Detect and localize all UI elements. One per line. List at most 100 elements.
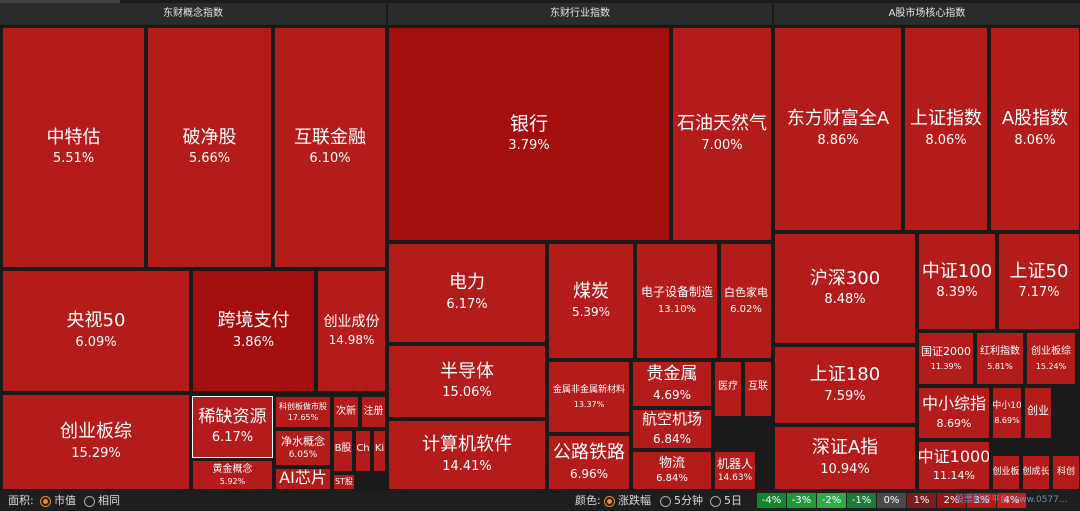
treemap-tile[interactable]: 银行 3.79% [388,27,670,241]
tile-change-pct: 15.06% [442,385,492,401]
legend-swatch: -3% [787,493,816,508]
treemap-tile[interactable]: 创业板综 15.29% [2,394,190,490]
treemap-tile[interactable]: 上证指数 8.06% [904,27,988,231]
treemap-tile[interactable]: 互联 [744,361,772,417]
tile-name: 央视50 [66,310,126,332]
treemap-tile[interactable]: 科创板做市股 17.65% [275,396,331,428]
tile-name: 创业板综 [60,421,132,443]
tile-name: 上证指数 [910,108,982,130]
treemap-tile[interactable]: 煤炭 5.39% [548,243,634,359]
tile-name: 中小综指 [921,394,986,414]
treemap-tile[interactable]: 物流 6.84% [632,451,712,490]
tile-name: 金属非金属新材料 [552,385,625,396]
treemap-tile[interactable]: 机器人 14.63% [714,451,756,490]
treemap-tile[interactable]: 创成长 [1022,455,1050,490]
tile-name: 中小10 [992,401,1022,412]
treemap-tile[interactable]: 创业 [1024,387,1052,439]
tile-change-pct: 15.29% [71,445,121,461]
treemap-tile[interactable]: 破净股 5.66% [147,27,272,268]
treemap-tile[interactable]: 互联金融 6.10% [274,27,386,268]
treemap-tile[interactable]: B股 [333,430,353,472]
tile-name: 电力 [449,272,485,294]
panel-header-industry: 东财行业指数 [388,3,772,26]
treemap-tile[interactable]: 贵金属 4.69% [632,361,712,407]
treemap-tile[interactable]: 医疗 [714,361,742,417]
treemap-tile[interactable]: 国证2000 11.39% [918,332,974,385]
treemap-tile[interactable]: 电力 6.17% [388,243,546,343]
area-option-market-cap[interactable]: 市值 [40,494,76,507]
treemap-tile[interactable]: 央视50 6.09% [2,270,190,392]
treemap-tile[interactable]: A股指数 8.06% [990,27,1080,231]
treemap-tile[interactable]: 中小综指 8.69% [918,387,990,439]
bottom-toolbar: 面积: 市值 相同 颜色: 涨跌幅 5分钟 5日 -4% -3% -2% -1% 0% 1… [0,490,1080,511]
radio-icon [40,495,51,507]
treemap-tile[interactable]: 东方财富全A 8.86% [774,27,902,231]
treemap-tile[interactable]: 创业板综 15.24% [1026,332,1076,385]
treemap-tile[interactable]: 白色家电 6.02% [720,243,772,359]
tile-name: 互联金融 [294,126,366,148]
treemap-tile[interactable]: 电子设备制造 13.10% [636,243,718,359]
treemap-tile[interactable]: 上证50 7.17% [998,233,1080,330]
tile-name: 跨境支付 [217,310,290,332]
tile-name: 创业成份 [323,314,380,331]
treemap-tile[interactable]: 跨境支付 3.86% [192,270,315,392]
color-option-change[interactable]: 涨跌幅 [604,494,651,507]
tile-change-pct: 5.81% [987,361,1013,371]
tile-change-pct: 6.17% [446,296,488,312]
tile-name: 物流 [658,455,685,471]
treemap-tile[interactable]: 公路铁路 6.96% [548,435,630,490]
treemap-tile[interactable]: Ch [355,430,371,472]
tile-change-pct: 8.69% [936,416,972,430]
treemap-tile[interactable]: 中证1000 11.14% [918,441,990,490]
treemap-tile[interactable]: 净水概念 6.05% [275,430,331,466]
treemap-tile[interactable]: 航空机场 6.84% [632,409,712,449]
tile-name: 注册 [363,405,384,417]
treemap-tile[interactable]: 创业成份 14.98% [317,270,386,392]
treemap-tile[interactable]: 中小10 8.69% [992,387,1022,439]
tile-name: ST股 [335,476,353,486]
treemap-tile[interactable]: 半导体 15.06% [388,345,546,418]
treemap-tile[interactable]: 深证A指 10.94% [774,426,916,490]
treemap-tile[interactable]: ST股 [333,474,355,490]
panel-title: 东财行业指数 [550,8,610,19]
tile-name: 东方财富全A [786,108,890,130]
treemap-tile[interactable]: 上证180 7.59% [774,346,916,424]
treemap-tile[interactable]: 次新 [333,396,359,428]
treemap-tile[interactable]: 石油天然气 7.00% [672,27,772,241]
color-option-5day[interactable]: 5日 [710,494,742,507]
tile-change-pct: 13.37% [573,399,605,409]
tile-name: 机器人 [716,456,753,471]
treemap-tile[interactable]: 注册 [361,396,386,428]
treemap-tile[interactable]: 中证100 8.39% [918,233,996,330]
tile-change-pct: 5.92% [219,476,246,486]
treemap-tile[interactable]: 创业板 [992,455,1020,490]
tile-change-pct: 6.02% [730,303,762,315]
tile-change-pct: 8.69% [994,415,1020,425]
panel-header-core-index: A股市场核心指数 [774,3,1080,26]
treemap-tile[interactable]: 红利指数 5.81% [976,332,1024,385]
legend-swatch: 4% [997,493,1026,508]
tile-name: 医疗 [718,381,738,393]
area-option-equal[interactable]: 相同 [84,494,120,507]
tile-change-pct: 6.84% [652,431,692,446]
treemap-tile[interactable]: 中特估 5.51% [2,27,145,268]
tile-change-pct: 13.10% [657,304,697,316]
treemap-tile[interactable]: Ki [373,430,386,472]
treemap-tile[interactable]: AI芯片 [275,468,331,490]
legend-swatch: 2% [937,493,966,508]
treemap-tile[interactable]: 稀缺资源 6.17% [192,396,273,458]
tile-name: 互联 [748,381,768,393]
radio-label: 相同 [98,494,120,507]
color-option-5min[interactable]: 5分钟 [660,494,703,507]
tile-change-pct: 8.48% [824,292,866,308]
treemap-tile[interactable]: 科创 [1052,455,1080,490]
treemap-tile[interactable]: 黄金概念 5.92% [192,460,273,490]
legend-swatch: -4% [757,493,786,508]
tile-name: Ki [374,443,385,455]
treemap-tile[interactable]: 金属非金属新材料 13.37% [548,361,630,433]
treemap-tile[interactable]: 计算机软件 14.41% [388,420,546,490]
tile-change-pct: 6.05% [288,449,318,460]
tile-name: Ch [356,443,370,455]
tile-change-pct: 11.14% [933,469,975,483]
treemap-tile[interactable]: 沪深300 8.48% [774,233,916,344]
